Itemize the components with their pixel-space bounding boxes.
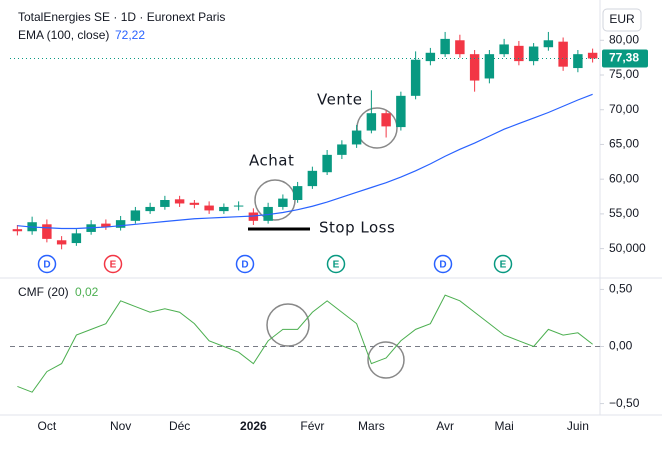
y-tick-label: −0,50 <box>609 396 640 410</box>
candle-body <box>248 212 259 221</box>
candle-body <box>499 44 509 55</box>
candle-body <box>351 130 362 145</box>
event-badge <box>103 254 123 274</box>
candle-body <box>396 95 406 128</box>
y-tick-label: 70,00 <box>609 102 639 116</box>
y-tick-label: 50,000 <box>609 241 646 255</box>
last-price-label: 77,38 <box>609 51 639 65</box>
event-label: E <box>500 260 507 271</box>
candle-body <box>219 206 229 212</box>
candle-body <box>56 240 67 245</box>
event-badge <box>493 254 513 274</box>
x-tick-label: Déc <box>169 419 190 433</box>
event-badge <box>235 254 255 274</box>
highlight-circle <box>356 107 398 149</box>
ema-value: 72,22 <box>115 28 145 42</box>
candle-body <box>528 46 539 62</box>
event-label: D <box>439 260 446 271</box>
annotation: Achat <box>249 152 294 170</box>
candle-body <box>558 41 568 67</box>
x-tick-label: Juin <box>567 419 589 433</box>
candle-body <box>42 224 52 239</box>
x-tick-label: 2026 <box>240 419 267 433</box>
candle-body <box>484 54 495 79</box>
candle-body <box>115 220 126 228</box>
candle-body <box>130 210 141 221</box>
y-tick-label: 0,50 <box>609 282 633 296</box>
x-tick-label: Mai <box>494 419 513 433</box>
candle-body <box>366 113 377 131</box>
event-label: E <box>110 260 117 271</box>
cmf-line <box>17 294 593 393</box>
event-badge <box>37 254 57 274</box>
x-tick-label: Avr <box>436 419 454 433</box>
event-label: E <box>333 260 340 271</box>
candle-body <box>381 113 391 127</box>
candle-body <box>469 54 480 81</box>
candle-body <box>263 206 273 221</box>
annotation: Stop Loss <box>319 219 395 237</box>
y-tick-label: 0,00 <box>609 339 633 353</box>
candle-body <box>543 40 554 48</box>
chart-title: TotalEnergies SE · 1D · Euronext Paris <box>18 10 225 24</box>
x-tick-label: Oct <box>38 419 57 433</box>
candle-body <box>101 223 111 228</box>
candle-body <box>514 45 524 62</box>
currency[interactable]: EUR <box>609 12 635 26</box>
candle-body <box>278 198 288 207</box>
y-tick-label: 55,00 <box>609 206 639 220</box>
candle-body <box>292 186 303 200</box>
x-tick-label: Mars <box>358 419 385 433</box>
event-label: D <box>241 260 248 271</box>
y-tick-label: 65,00 <box>609 137 639 151</box>
x-tick-label: Févr <box>300 419 324 433</box>
candle-body <box>233 205 244 207</box>
event-badge <box>326 254 346 274</box>
candle-body <box>204 205 214 211</box>
highlight-circle <box>266 303 310 347</box>
y-tick-label: 75,00 <box>609 67 639 81</box>
last-price-tag <box>602 49 648 68</box>
candle-body <box>337 144 347 155</box>
candle-body <box>587 52 598 59</box>
cmf-legend: CMF (20) <box>18 285 69 299</box>
candle-body <box>322 154 332 173</box>
candle-body <box>440 38 450 55</box>
cmf-value: 0,02 <box>75 285 99 299</box>
candle-body <box>410 59 421 96</box>
candle-body <box>12 229 23 232</box>
candle-body <box>573 54 583 69</box>
x-tick-label: Nov <box>110 419 131 433</box>
ema-legend: EMA (100, close) <box>18 28 109 42</box>
event-label: D <box>43 260 50 271</box>
candle-body <box>189 202 200 205</box>
candle-body <box>425 52 436 62</box>
candle-body <box>307 170 318 187</box>
candle-body <box>160 200 170 207</box>
currency-button[interactable] <box>602 8 642 32</box>
y-tick-label: 80,00 <box>609 32 639 46</box>
highlight-circle <box>367 341 405 379</box>
ema-line <box>17 93 593 230</box>
candle-body <box>455 40 465 55</box>
candle-body <box>71 233 82 244</box>
candle-body <box>174 199 185 204</box>
candle-body <box>145 206 155 212</box>
annotation: Vente <box>317 91 362 109</box>
event-badge <box>433 254 453 274</box>
y-tick-label: 60,00 <box>609 171 639 185</box>
